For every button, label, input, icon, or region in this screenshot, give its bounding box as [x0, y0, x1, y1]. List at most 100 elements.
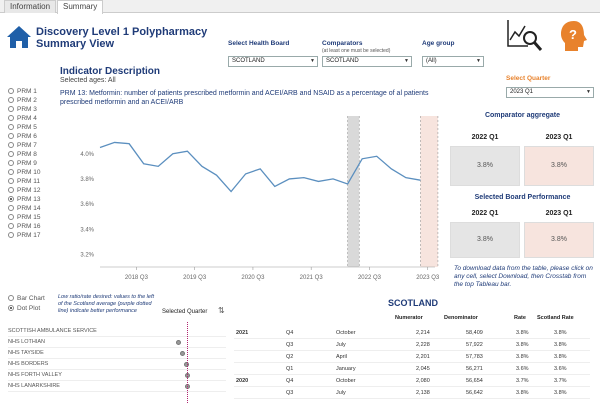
prm-option[interactable]: PRM 16 — [8, 222, 58, 231]
x-tick-label: 2019 Q3 — [183, 275, 207, 281]
tab-summary[interactable]: Summary — [57, 0, 104, 14]
comparators-label: Comparators — [322, 40, 363, 47]
prm-label: PRM 11 — [17, 178, 40, 185]
prm-option[interactable]: PRM 9 — [8, 159, 58, 168]
table-cell: 2021 — [236, 330, 249, 336]
radio-icon — [8, 142, 14, 148]
prm-option[interactable]: PRM 12 — [8, 186, 58, 195]
table-cell: July — [336, 390, 346, 396]
table-cell: 3.8% — [554, 342, 567, 348]
age-group-select[interactable]: (All) ▼ — [422, 56, 484, 67]
x-tick-label: 2018 Q3 — [125, 275, 149, 281]
prm-option[interactable]: PRM 2 — [8, 96, 58, 105]
prm-option[interactable]: PRM 11 — [8, 177, 58, 186]
board-row[interactable]: NHS FORTH VALLEY — [8, 370, 226, 381]
tab-bar — [0, 0, 600, 13]
radio-icon — [8, 169, 14, 175]
table-row[interactable]: Q1 January 2,045 56,271 3.6% 3.6% — [234, 363, 590, 375]
quarter-select[interactable]: 2023 Q1 ▼ — [506, 87, 594, 98]
table-cell: 56,654 — [466, 378, 483, 384]
comparator-value-2[interactable]: 3.8% — [524, 146, 594, 186]
table-title: SCOTLAND — [388, 298, 438, 308]
health-board-select[interactable]: SCOTLAND ▼ — [228, 56, 318, 67]
table-cell: 2,201 — [416, 354, 430, 360]
table-row[interactable]: Q3 July 2,138 56,642 3.8% 3.8% — [234, 387, 590, 399]
data-table: 2021 Q4 October 2,214 58,409 3.8% 3.8% Q3 July 2,… — [234, 327, 590, 399]
table-row[interactable]: 2020 Q4 October 2,080 56,654 3.7% 3.7% — [234, 375, 590, 387]
prm-option[interactable]: PRM 10 — [8, 168, 58, 177]
prm-label: PRM 1 — [17, 88, 37, 95]
comparator-value-1[interactable]: 3.8% — [450, 146, 520, 186]
help-head-icon[interactable]: ? — [556, 18, 592, 54]
prm-label: PRM 4 — [17, 115, 37, 122]
board-dot[interactable] — [180, 351, 185, 356]
trend-chart: 4.0% 3.8% 3.6% 3.4% 3.2% 2018 Q3 2019 Q3 2020 Q… — [80, 116, 440, 281]
board-row[interactable]: NHS LOTHIAN — [8, 337, 226, 348]
prm-option[interactable]: PRM 7 — [8, 141, 58, 150]
tab-information[interactable]: Information — [4, 0, 57, 13]
table-cell: Q3 — [286, 342, 294, 348]
board-col-1: 2022 Q1 — [471, 210, 499, 217]
table-cell: Q4 — [286, 330, 294, 336]
prm-option[interactable]: PRM 13 — [8, 195, 58, 204]
chevron-down-icon: ▼ — [476, 58, 481, 64]
download-note: To download data from the table, please … — [454, 265, 593, 288]
prm-label: PRM 17 — [17, 232, 41, 239]
board-name: SCOTTISH AMBULANCE SERVICE — [8, 328, 97, 334]
radio-icon — [8, 106, 14, 112]
y-tick-label: 3.6% — [80, 202, 94, 208]
dot-plot-option[interactable]: Dot Plot — [8, 304, 40, 313]
board-dot[interactable] — [176, 340, 181, 345]
table-cell: July — [336, 342, 346, 348]
board-value-2[interactable]: 3.8% — [524, 222, 594, 258]
radio-icon — [8, 97, 14, 103]
svg-text:?: ? — [569, 27, 577, 42]
highlight-band — [347, 116, 360, 267]
prm-option[interactable]: PRM 1 — [8, 87, 58, 96]
prm-label: PRM 7 — [17, 142, 37, 149]
radio-icon — [8, 205, 14, 211]
prm-option[interactable]: PRM 8 — [8, 150, 58, 159]
bar-chart-option[interactable]: Bar Chart — [8, 294, 45, 303]
table-cell: 3.7% — [516, 378, 529, 384]
indicator-sub: Selected ages: All — [60, 77, 116, 84]
scotland-average-line — [187, 322, 188, 403]
chart-search-icon[interactable] — [506, 18, 544, 54]
prm-label: PRM 6 — [17, 133, 37, 140]
table-cell: Q4 — [286, 378, 294, 384]
comparators-select[interactable]: SCOTLAND ▼ — [322, 56, 412, 67]
prm-label: PRM 10 — [17, 169, 41, 176]
table-row[interactable]: Q3 July 2,228 57,922 3.8% 3.8% — [234, 339, 590, 351]
y-tick-label: 3.4% — [80, 227, 94, 233]
chevron-down-icon: ▼ — [310, 58, 315, 64]
prm-option[interactable]: PRM 4 — [8, 114, 58, 123]
prm-option[interactable]: PRM 5 — [8, 123, 58, 132]
prm-option[interactable]: PRM 17 — [8, 231, 58, 240]
col-denominator: Denominator — [444, 315, 478, 321]
board-row[interactable]: NHS TAYSIDE — [8, 348, 226, 359]
table-cell: 56,271 — [466, 366, 483, 372]
board-row[interactable]: NHS LANARKSHIRE — [8, 381, 226, 392]
table-cell: Q2 — [286, 354, 294, 360]
table-cell: April — [336, 354, 348, 360]
board-row[interactable]: NHS BORDERS — [8, 359, 226, 370]
y-tick-label: 3.8% — [80, 177, 94, 183]
page-subtitle: Summary View — [36, 38, 115, 50]
prm-label: PRM 9 — [17, 160, 37, 167]
table-row[interactable]: 2021 Q4 October 2,214 58,409 3.8% 3.8% — [234, 327, 590, 339]
home-icon[interactable] — [6, 24, 32, 50]
board-dot[interactable] — [184, 362, 189, 367]
prm-option[interactable]: PRM 6 — [8, 132, 58, 141]
radio-icon — [8, 214, 14, 220]
prm-label: PRM 13 — [17, 196, 41, 203]
table-cell: 56,642 — [466, 390, 483, 396]
sort-icon[interactable]: ⇅ — [218, 306, 225, 315]
board-name: NHS BORDERS — [8, 361, 49, 367]
table-row[interactable]: Q2 April 2,201 57,783 3.8% 3.8% — [234, 351, 590, 363]
board-row[interactable]: SCOTTISH AMBULANCE SERVICE — [8, 326, 226, 337]
prm-option[interactable]: PRM 14 — [8, 204, 58, 213]
prm-option[interactable]: PRM 15 — [8, 213, 58, 222]
board-value-1[interactable]: 3.8% — [450, 222, 520, 258]
prm-option[interactable]: PRM 3 — [8, 105, 58, 114]
table-cell: 3.8% — [554, 354, 567, 360]
